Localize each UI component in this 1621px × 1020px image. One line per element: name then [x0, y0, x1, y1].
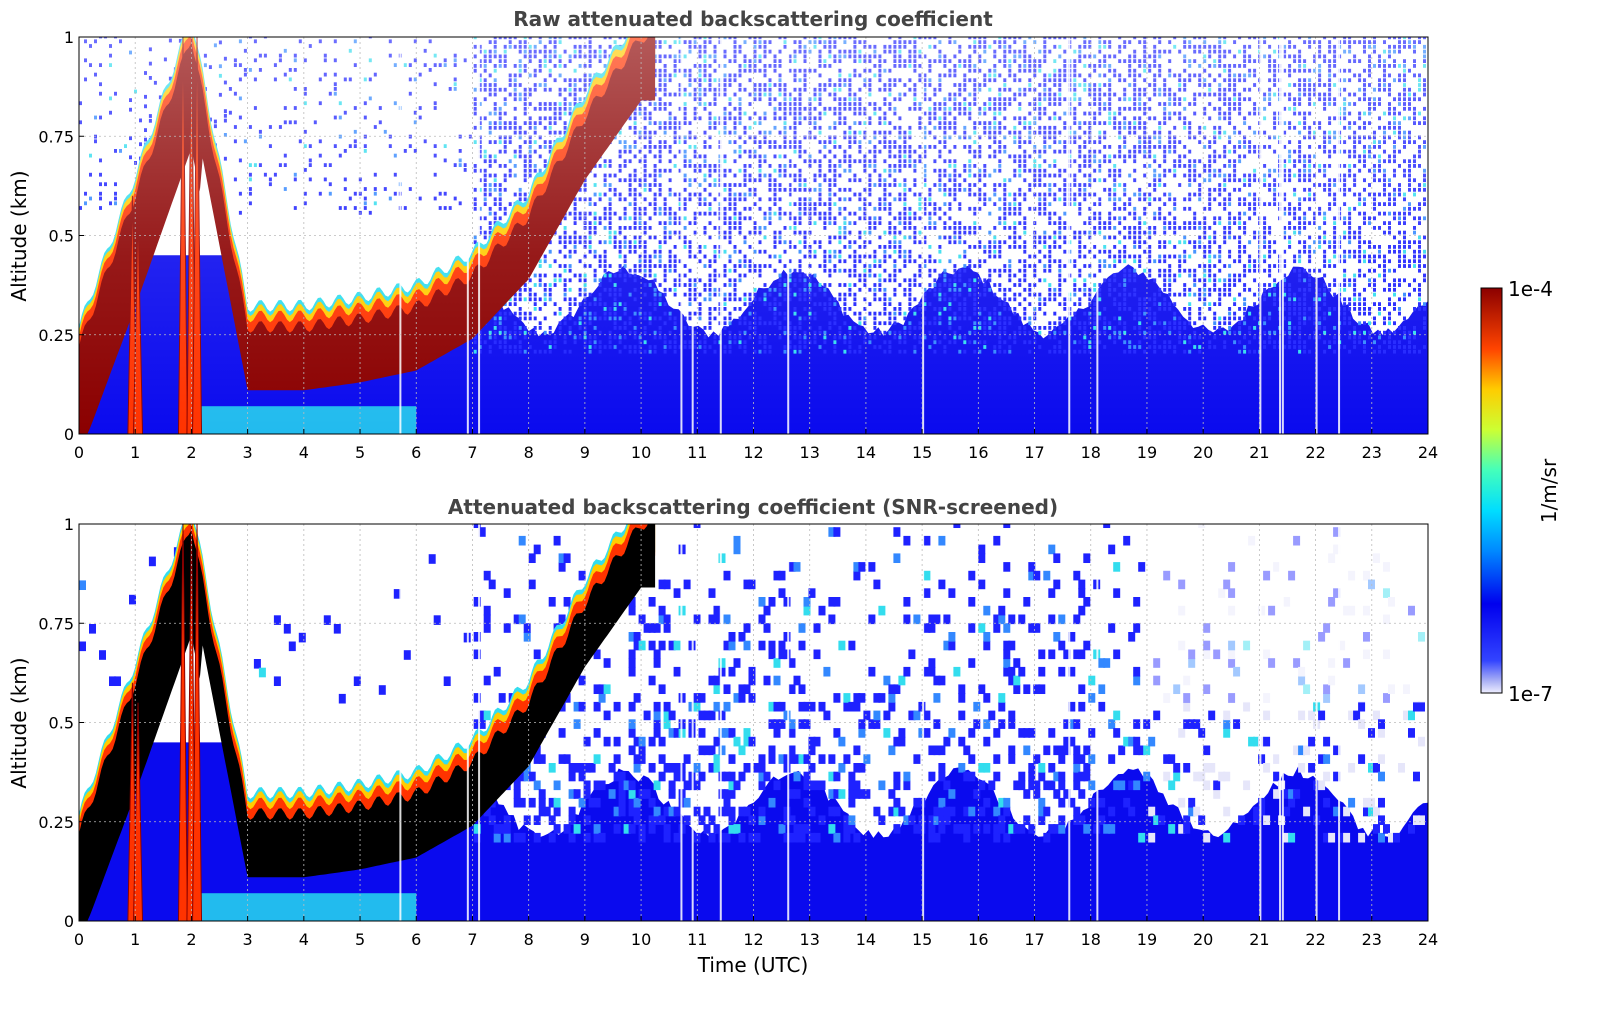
- raw-backscatter-panel: Raw attenuated backscattering coefficien…: [7, 7, 1438, 462]
- panel1-heatmap: [79, 37, 1428, 434]
- panel1-title: Raw attenuated backscattering coefficien…: [513, 7, 993, 31]
